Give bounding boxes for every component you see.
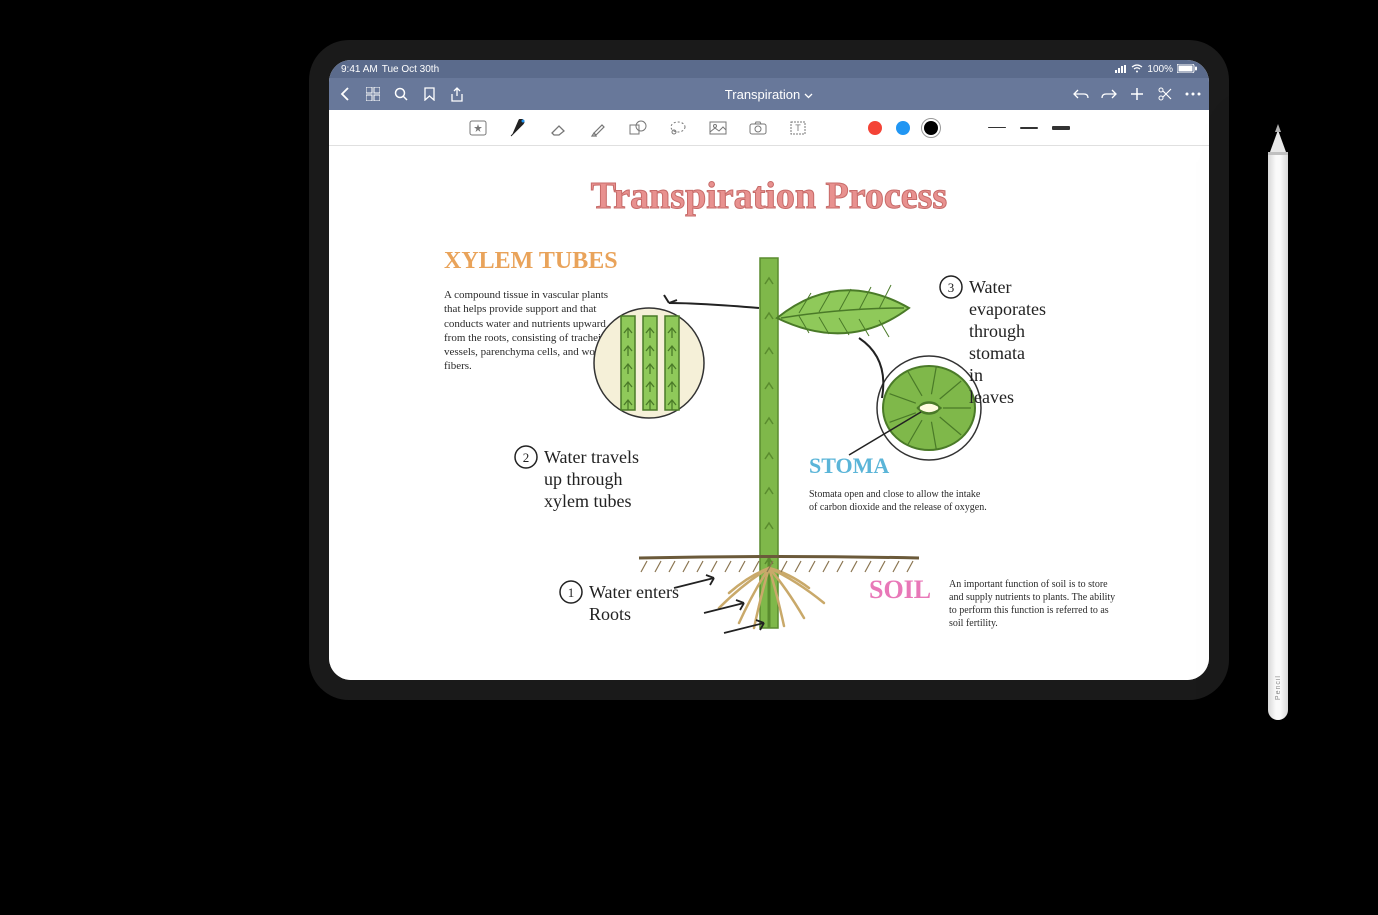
svg-text:T: T — [795, 123, 801, 133]
stroke-width[interactable] — [1020, 127, 1038, 129]
signal-icon — [1115, 64, 1127, 75]
grid-icon[interactable] — [365, 86, 381, 102]
svg-text:stomata: stomata — [969, 343, 1025, 363]
chevron-down-icon[interactable] — [804, 87, 813, 102]
redo-icon[interactable] — [1101, 86, 1117, 102]
svg-text:Transpiration Process: Transpiration Process — [591, 175, 947, 217]
more-icon[interactable] — [1185, 86, 1201, 102]
battery-icon — [1177, 64, 1197, 75]
search-icon[interactable] — [393, 86, 409, 102]
statusbar: 9:41 AM Tue Oct 30th 100% — [329, 60, 1209, 78]
bookmark-icon[interactable] — [421, 86, 437, 102]
eraser-tool-icon[interactable] — [548, 118, 568, 138]
plus-icon[interactable] — [1129, 86, 1145, 102]
color-swatch[interactable] — [896, 121, 910, 135]
svg-text:xylem tubes: xylem tubes — [544, 491, 632, 511]
svg-text:Water: Water — [969, 277, 1012, 297]
navbar: Transpiration — [329, 78, 1209, 110]
battery-pct: 100% — [1147, 64, 1173, 75]
canvas[interactable]: Transpiration Process XYLEM TUBES A comp… — [329, 146, 1209, 680]
toolbar: T — [329, 110, 1209, 146]
svg-text:up through: up through — [544, 469, 623, 489]
scissors-icon[interactable] — [1157, 86, 1173, 102]
ipad-frame: 9:41 AM Tue Oct 30th 100% — [309, 40, 1229, 700]
svg-text:Water enters: Water enters — [589, 582, 679, 602]
favorites-tool-icon[interactable] — [468, 118, 488, 138]
svg-text:2: 2 — [523, 450, 530, 465]
share-icon[interactable] — [449, 86, 465, 102]
svg-text:STOMA: STOMA — [809, 453, 889, 478]
svg-text:through: through — [969, 321, 1025, 341]
shapes-tool-icon[interactable] — [628, 118, 648, 138]
image-tool-icon[interactable] — [708, 118, 728, 138]
svg-text:3: 3 — [948, 280, 955, 295]
screen: 9:41 AM Tue Oct 30th 100% — [329, 60, 1209, 680]
doc-title[interactable]: Transpiration — [725, 87, 800, 102]
svg-text:Roots: Roots — [589, 604, 631, 624]
svg-text:leaves: leaves — [969, 387, 1014, 407]
svg-text:SOIL: SOIL — [869, 575, 931, 604]
svg-text:evaporates: evaporates — [969, 299, 1046, 319]
drawing-svg: Transpiration Process XYLEM TUBES A comp… — [329, 146, 1209, 680]
back-icon[interactable] — [337, 86, 353, 102]
undo-icon[interactable] — [1073, 86, 1089, 102]
stroke-width[interactable] — [988, 127, 1006, 128]
text-tool-icon[interactable]: T — [788, 118, 808, 138]
color-swatch[interactable] — [924, 121, 938, 135]
svg-text:in: in — [969, 365, 983, 385]
apple-pencil: Pencil — [1267, 130, 1289, 720]
status-time: 9:41 AM — [341, 64, 378, 75]
svg-text:XYLEM TUBES: XYLEM TUBES — [444, 248, 618, 274]
svg-text:Water travels: Water travels — [544, 447, 639, 467]
pen-tool-icon[interactable] — [508, 118, 528, 138]
lasso-tool-icon[interactable] — [668, 118, 688, 138]
highlighter-tool-icon[interactable] — [588, 118, 608, 138]
color-swatch[interactable] — [868, 121, 882, 135]
status-date: Tue Oct 30th — [382, 64, 439, 75]
stroke-widths — [988, 126, 1070, 130]
color-swatches — [868, 121, 938, 135]
svg-text:1: 1 — [568, 585, 575, 600]
pencil-label: Pencil — [1275, 675, 1282, 700]
wifi-icon — [1131, 64, 1143, 75]
camera-tool-icon[interactable] — [748, 118, 768, 138]
stroke-width[interactable] — [1052, 126, 1070, 130]
